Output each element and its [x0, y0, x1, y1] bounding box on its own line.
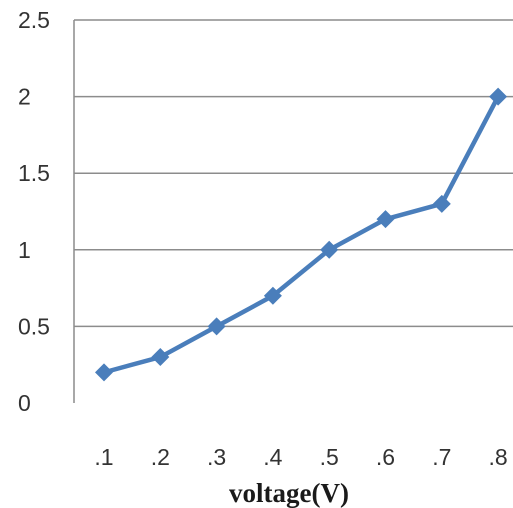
x-tick-label: .1	[94, 444, 113, 470]
x-tick-label: .8	[489, 444, 508, 470]
x-tick-label: .4	[263, 444, 282, 470]
x-tick-label: .7	[432, 444, 451, 470]
y-tick-label: 2.5	[18, 7, 50, 33]
data-point-marker	[376, 210, 395, 229]
data-point-marker	[95, 363, 113, 382]
x-tick-label: .2	[151, 444, 170, 470]
y-tick-label: 0	[18, 390, 31, 416]
x-tick-label: .6	[376, 444, 395, 470]
data-point-marker	[320, 240, 339, 259]
data-point-marker	[489, 87, 508, 106]
gridlines	[74, 19, 513, 328]
y-tick-label: 2	[18, 84, 31, 110]
data-point-marker	[151, 348, 170, 367]
y-tick-label: 0.5	[18, 313, 50, 339]
y-tick-labels: 0 0.5 1 1.5 2 2.5	[18, 7, 50, 416]
x-tick-label: .3	[207, 444, 226, 470]
y-tick-label: 1.5	[18, 160, 50, 186]
x-tick-label: .5	[320, 444, 339, 470]
data-point-marker	[207, 317, 226, 336]
y-tick-label: 1	[18, 237, 31, 263]
data-series	[95, 87, 508, 382]
x-axis-title: voltage(V)	[229, 478, 349, 508]
data-point-marker	[432, 194, 451, 213]
data-point-marker	[263, 286, 282, 305]
x-tick-labels: .1 .2 .3 .4 .5 .6 .7 .8	[94, 444, 507, 470]
series-line	[101, 94, 501, 375]
